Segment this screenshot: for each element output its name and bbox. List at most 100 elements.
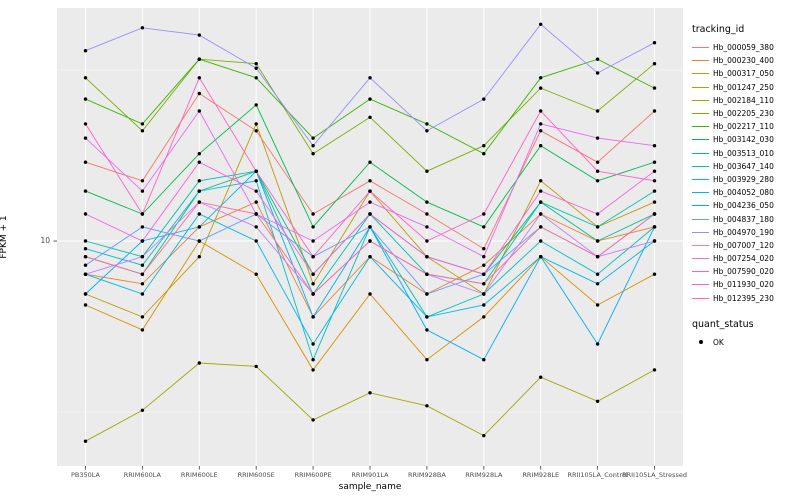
legend-item-label: Hb_000230_400 [713,56,774,66]
legend-line-swatch [692,173,709,185]
legend-shape-section: quant_status OK [692,319,798,349]
data-point [539,86,543,90]
data-point [425,169,429,173]
data-point [425,225,429,229]
legend-item: Hb_004837_180 [692,212,798,225]
data-point [368,225,372,229]
data-point [652,212,657,216]
legend-item: Hb_003513_010 [692,147,798,160]
legend-item: Hb_001247_250 [692,81,798,94]
data-point [595,225,600,229]
data-point [140,179,145,183]
data-point [311,225,315,229]
legend-item: Hb_002205_230 [692,107,798,120]
legend-key-line [692,244,709,246]
data-point [425,129,429,133]
legend-item-label: Hb_007007_120 [713,240,774,250]
legend-item-label: Hb_004236_050 [713,201,774,211]
data-point [539,76,543,80]
legend-color-title: tracking_id [692,24,745,35]
x-axis-title: sample_name [338,482,402,492]
data-point [595,71,600,75]
data-point [368,160,372,164]
legend-item-label: Hb_003647_140 [713,161,774,171]
legend-shape-items: OK [692,336,798,349]
legend: tracking_id Hb_000059_380 Hb_000230_400 Hb… [692,24,798,349]
data-point [311,358,315,362]
data-point [140,255,145,259]
x-tick-label: RRII105LA_Control [567,471,628,479]
data-point [197,76,201,80]
data-point [197,200,201,204]
data-point [482,303,486,307]
legend-item: OK [692,336,798,349]
data-point [368,97,372,101]
data-point [83,255,88,259]
data-point [652,200,657,204]
legend-line-swatch [692,108,709,120]
legend-line-swatch [692,187,709,199]
data-point [311,368,315,372]
data-point [311,212,315,216]
legend-key-line [692,258,709,260]
legend-line-swatch [692,292,709,304]
data-point [140,239,145,243]
legend-line-swatch [692,213,709,225]
data-point [83,239,88,243]
data-point [254,212,258,216]
data-point [368,179,372,183]
legend-line-swatch [692,81,709,93]
data-point [197,109,201,113]
data-point [595,169,600,173]
data-point [482,292,486,296]
data-point [197,361,201,365]
data-point [140,122,145,126]
data-point [311,239,315,243]
data-point [140,263,145,267]
data-point [425,212,429,216]
data-point [595,136,600,140]
x-tick-label: RRIM928BA [407,471,446,479]
data-point [539,144,543,148]
data-point [254,169,258,173]
data-point [595,57,600,61]
legend-item: Hb_003142_030 [692,133,798,146]
data-point [539,225,543,229]
data-point [311,144,315,148]
data-point [368,292,372,296]
data-point [482,225,486,229]
legend-key-line [692,218,709,220]
data-point [482,433,486,438]
data-point [254,272,258,276]
x-tick-label: RRIM600LE [180,471,218,479]
legend-line-swatch [692,68,709,80]
data-point [140,189,145,193]
data-point [652,109,657,113]
data-point [197,179,201,183]
data-point [254,66,258,70]
data-point [652,62,657,66]
data-point [83,303,88,307]
data-point [368,239,372,243]
data-point [197,57,201,61]
legend-item: Hb_004970_190 [692,226,798,239]
legend-line-swatch [692,253,709,265]
data-point [140,129,145,133]
legend-line-swatch [692,134,709,146]
data-point [368,76,372,80]
data-point [140,408,145,412]
legend-item: Hb_000059_380 [692,41,798,54]
legend-key-line [692,165,709,167]
data-point [83,136,88,140]
data-point [311,315,315,319]
legend-line-swatch [692,200,709,212]
data-point [652,169,657,173]
data-point [311,136,315,140]
data-point [311,418,315,422]
legend-item: Hb_007007_120 [692,239,798,252]
data-point [652,189,657,193]
data-point [311,342,315,346]
x-tick-label: RRIM600LA [123,471,161,479]
data-point [254,189,258,193]
legend-item-label: Hb_003513_010 [713,148,774,158]
